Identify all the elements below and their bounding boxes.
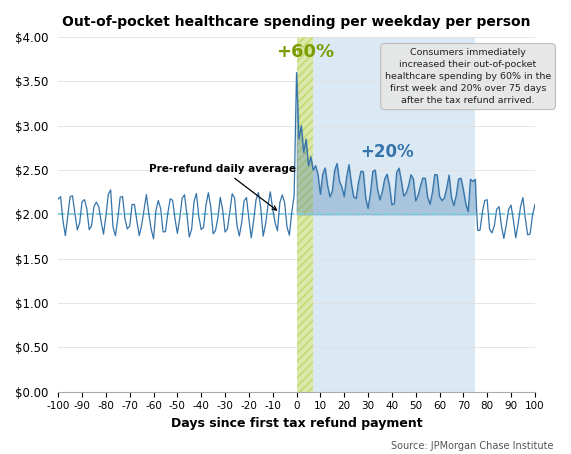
Text: +60%: +60%: [276, 43, 334, 61]
X-axis label: Days since first tax refund payment: Days since first tax refund payment: [171, 417, 423, 430]
Text: +20%: +20%: [360, 143, 414, 161]
Title: Out-of-pocket healthcare spending per weekday per person: Out-of-pocket healthcare spending per we…: [62, 15, 531, 29]
Text: Pre-refund daily average: Pre-refund daily average: [149, 164, 296, 210]
Bar: [296, 37, 475, 392]
Text: Source: JPMorgan Chase Institute: Source: JPMorgan Chase Institute: [391, 441, 554, 451]
Text: Consumers immediately
increased their out-of-pocket
healthcare spending by 60% i: Consumers immediately increased their ou…: [385, 48, 551, 105]
Bar: [296, 37, 313, 392]
